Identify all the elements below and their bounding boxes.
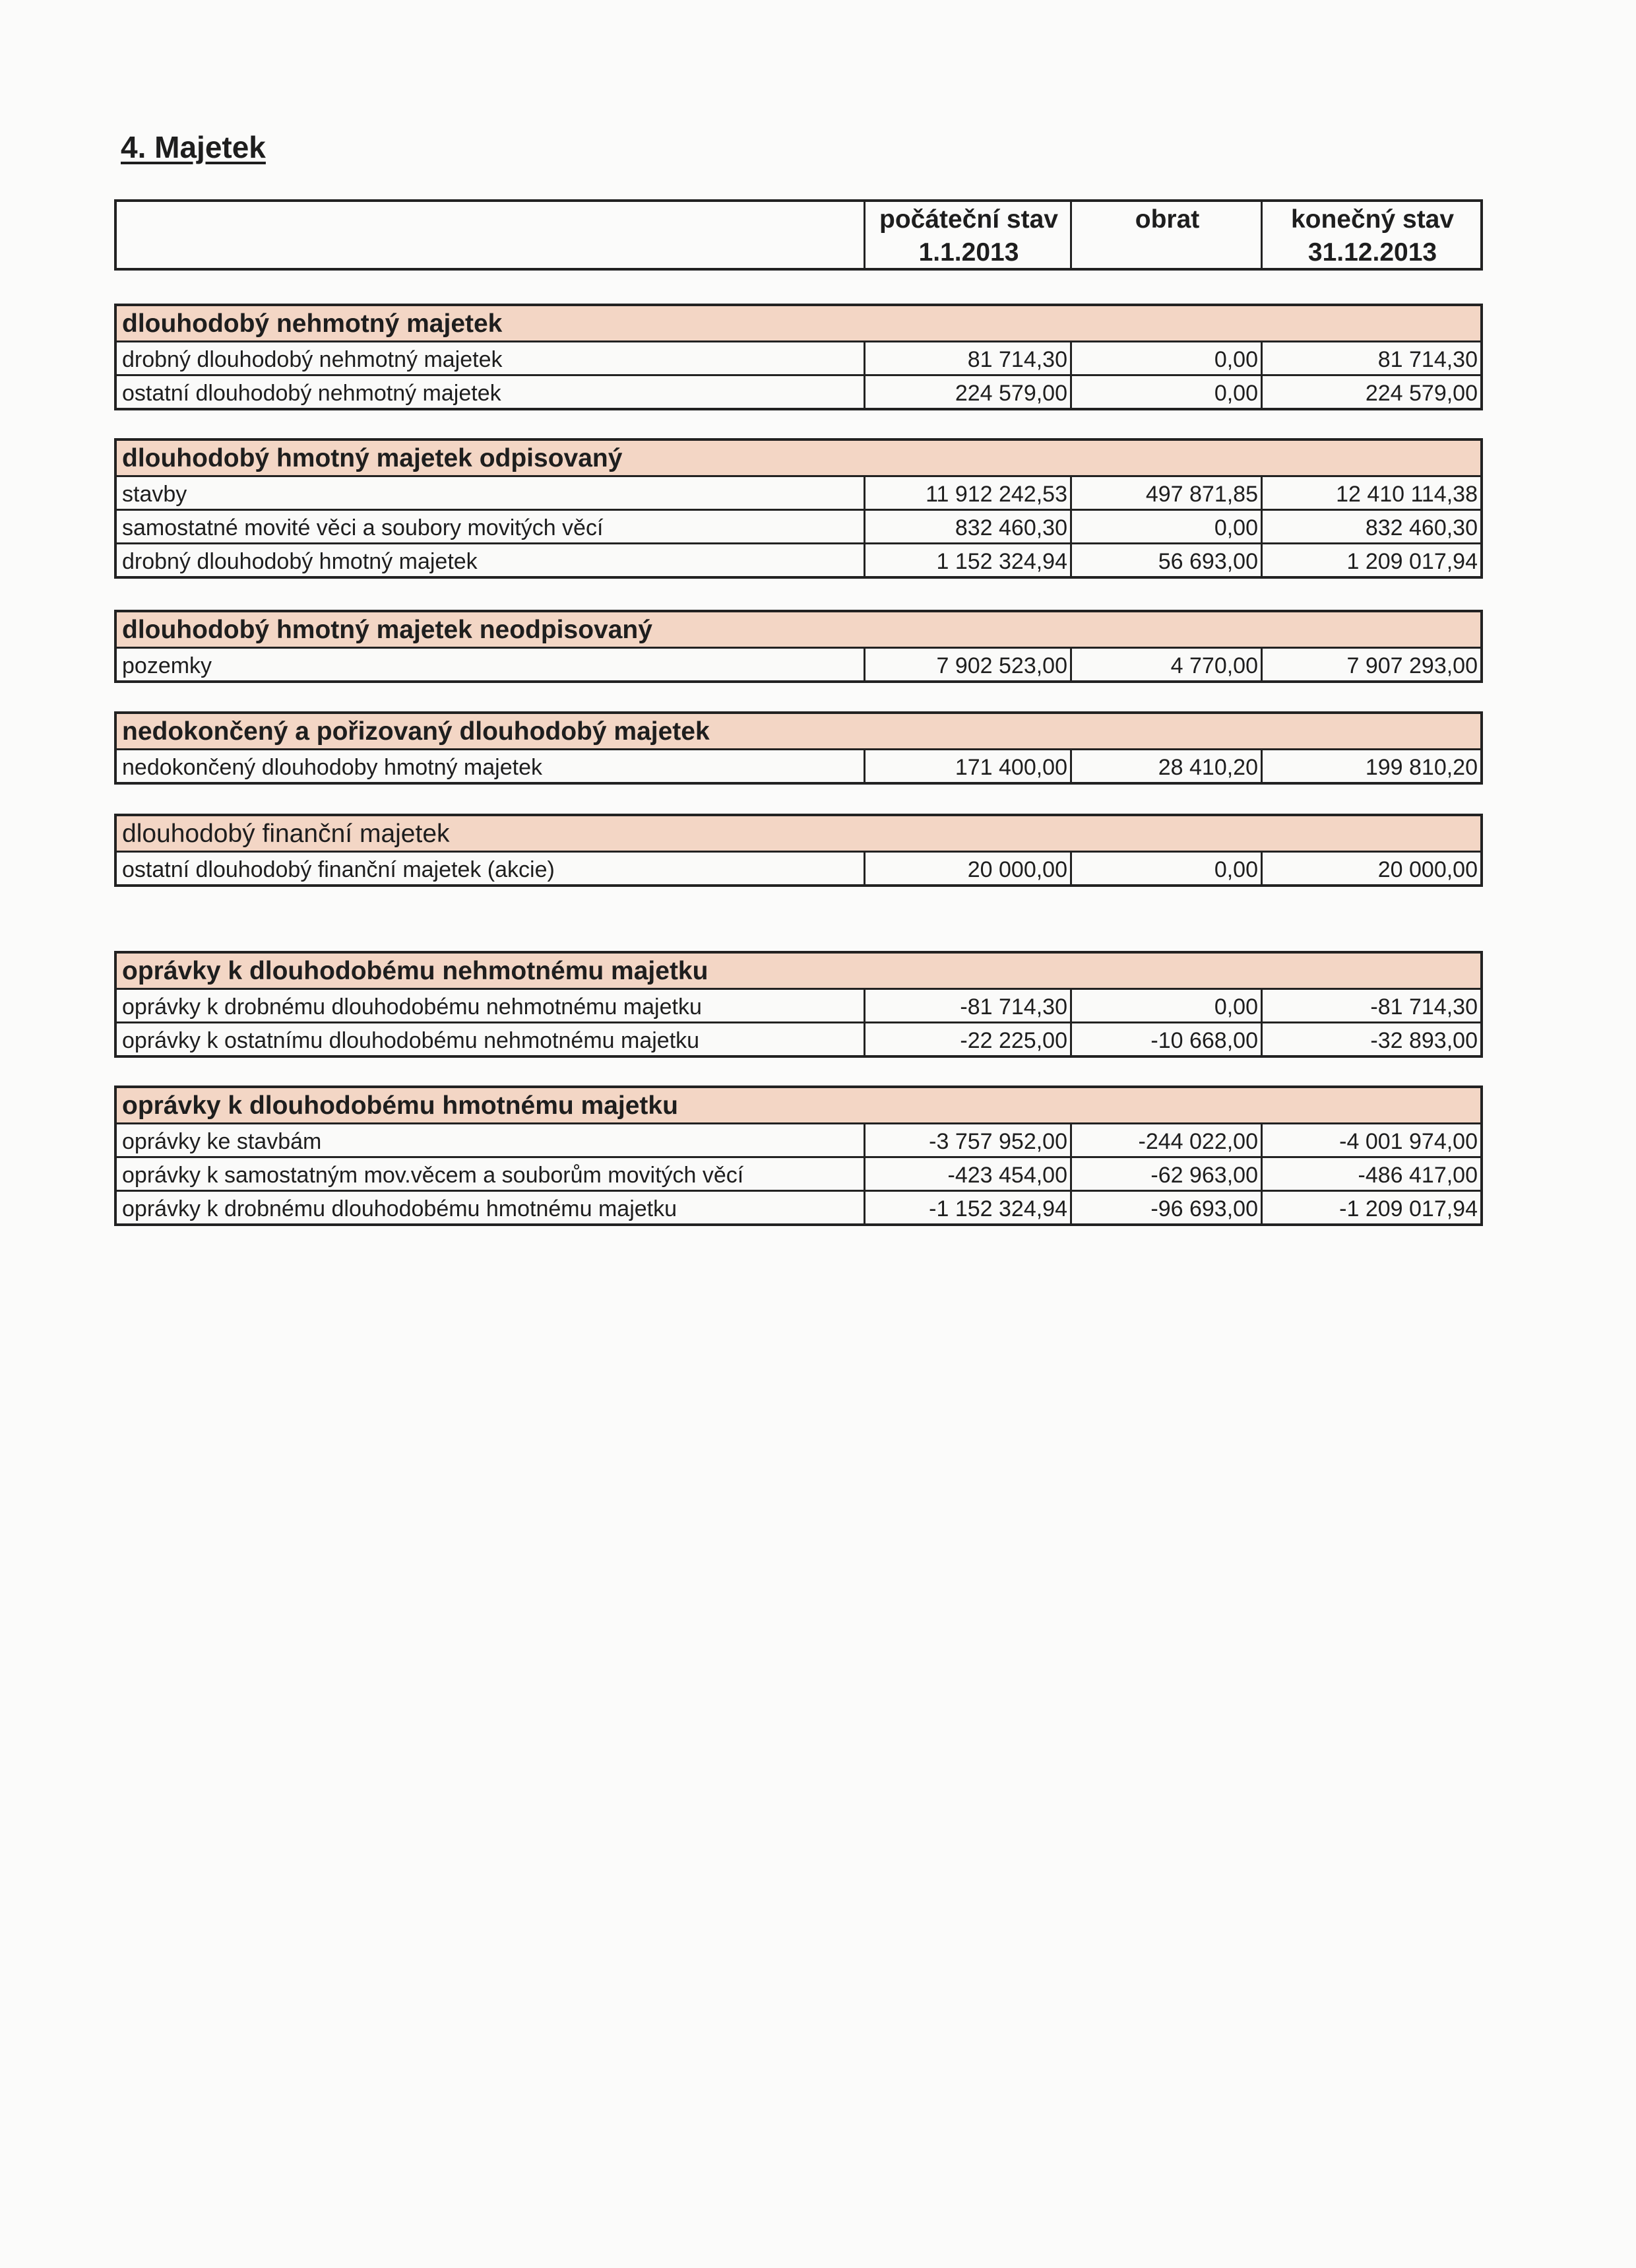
value-turnover: -96 693,00 [1070,1192,1261,1223]
table-row: samostatné movité věci a soubory movitýc… [117,511,1480,544]
value-turnover: 497 871,85 [1070,477,1261,509]
column-header-end: konečný stav 31.12.2013 [1261,202,1482,268]
column-header-end-label: konečný stav [1290,205,1455,234]
asset-section: dlouhodobý hmotný majetek odpisovaný sta… [114,438,1483,579]
row-label: ostatní dlouhodobý nehmotný majetek [122,381,501,406]
row-label: samostatné movité věci a soubory movitýc… [122,515,604,540]
table-row: nedokončený dlouhodoby hmotný majetek 17… [117,750,1480,782]
value-end: 20 000,00 [1261,853,1480,884]
section-title: oprávky k dlouhodobému nehmotnému majetk… [117,954,1480,990]
section-title: dlouhodobý nehmotný majetek [117,306,1480,342]
section-title: oprávky k dlouhodobému hmotnému majetku [117,1088,1480,1124]
row-label: oprávky k ostatnímu dlouhodobému nehmotn… [122,1028,700,1053]
value-start: -81 714,30 [864,990,1070,1021]
value-end: 12 410 114,38 [1261,477,1480,509]
value-end: 224 579,00 [1261,376,1480,408]
asset-section: oprávky k dlouhodobému hmotnému majetku … [114,1085,1483,1226]
row-label: drobný dlouhodobý hmotný majetek [122,549,478,574]
value-start: 224 579,00 [864,376,1070,408]
table-row: oprávky k ostatnímu dlouhodobému nehmotn… [117,1023,1480,1055]
column-header-table: počáteční stav 1.1.2013 obrat konečný st… [114,199,1483,271]
table-row: oprávky k drobnému dlouhodobému hmotnému… [117,1192,1480,1223]
value-end: 199 810,20 [1261,750,1480,782]
value-turnover: 0,00 [1070,342,1261,374]
row-label: oprávky k drobnému dlouhodobému nehmotné… [122,994,702,1020]
table-row: pozemky 7 902 523,00 4 770,00 7 907 293,… [117,649,1480,680]
value-start: -22 225,00 [864,1023,1070,1055]
table-row: ostatní dlouhodobý finanční majetek (akc… [117,853,1480,884]
row-label: pozemky [122,653,212,678]
value-turnover: 0,00 [1070,853,1261,884]
table-row: ostatní dlouhodobý nehmotný majetek 224 … [117,376,1480,408]
asset-section: nedokončený a pořizovaný dlouhodobý maje… [114,711,1483,785]
column-header-start: počáteční stav 1.1.2013 [864,202,1072,268]
value-end: 7 907 293,00 [1261,649,1480,680]
asset-section: dlouhodobý nehmotný majetek drobný dlouh… [114,304,1483,410]
value-end: 1 209 017,94 [1261,544,1480,576]
section-title: dlouhodobý hmotný majetek neodpisovaný [117,612,1480,649]
value-end: -81 714,30 [1261,990,1480,1021]
value-end: -4 001 974,00 [1261,1124,1480,1156]
value-end: 81 714,30 [1261,342,1480,374]
value-start: 171 400,00 [864,750,1070,782]
value-turnover: 0,00 [1070,511,1261,542]
value-end: -1 209 017,94 [1261,1192,1480,1223]
column-header-end-date: 31.12.2013 [1307,238,1437,267]
value-turnover: -244 022,00 [1070,1124,1261,1156]
section-title: nedokončený a pořizovaný dlouhodobý maje… [117,714,1480,750]
value-start: 1 152 324,94 [864,544,1070,576]
section-title: dlouhodobý finanční majetek [117,816,1480,853]
row-label: stavby [122,482,187,507]
row-label: ostatní dlouhodobý finanční majetek (akc… [122,857,555,882]
value-turnover: 0,00 [1070,376,1261,408]
table-row: oprávky ke stavbám -3 757 952,00 -244 02… [117,1124,1480,1158]
asset-section: oprávky k dlouhodobému nehmotnému majetk… [114,951,1483,1058]
value-turnover: 4 770,00 [1070,649,1261,680]
asset-section: dlouhodobý hmotný majetek neodpisovaný p… [114,610,1483,683]
table-row: oprávky k samostatným mov.věcem a soubor… [117,1158,1480,1192]
value-turnover: 0,00 [1070,990,1261,1021]
column-header-start-date: 1.1.2013 [918,238,1019,267]
value-end: 832 460,30 [1261,511,1480,542]
page-title: 4. Majetek [121,130,266,164]
row-label: drobný dlouhodobý nehmotný majetek [122,347,503,372]
value-start: 11 912 242,53 [864,477,1070,509]
value-turnover: 56 693,00 [1070,544,1261,576]
row-label: nedokončený dlouhodoby hmotný majetek [122,755,542,780]
table-row: oprávky k drobnému dlouhodobému nehmotné… [117,990,1480,1023]
value-start: -3 757 952,00 [864,1124,1070,1156]
value-turnover: -10 668,00 [1070,1023,1261,1055]
value-end: -486 417,00 [1261,1158,1480,1190]
column-header-start-label: počáteční stav [879,205,1058,234]
value-start: -1 152 324,94 [864,1192,1070,1223]
value-end: -32 893,00 [1261,1023,1480,1055]
column-header-turnover-label: obrat [1135,205,1200,234]
value-start: 20 000,00 [864,853,1070,884]
value-start: -423 454,00 [864,1158,1070,1190]
value-turnover: 28 410,20 [1070,750,1261,782]
value-start: 81 714,30 [864,342,1070,374]
row-label: oprávky k drobnému dlouhodobému hmotnému… [122,1196,677,1221]
row-label: oprávky ke stavbám [122,1129,322,1154]
table-row: drobný dlouhodobý nehmotný majetek 81 71… [117,342,1480,376]
table-row: drobný dlouhodobý hmotný majetek 1 152 3… [117,544,1480,576]
value-start: 7 902 523,00 [864,649,1070,680]
value-start: 832 460,30 [864,511,1070,542]
asset-section: dlouhodobý finanční majetek ostatní dlou… [114,814,1483,887]
table-row: stavby 11 912 242,53 497 871,85 12 410 1… [117,477,1480,511]
row-label: oprávky k samostatným mov.věcem a soubor… [122,1163,744,1188]
section-title: dlouhodobý hmotný majetek odpisovaný [117,441,1480,477]
column-header-turnover: obrat [1070,202,1263,268]
value-turnover: -62 963,00 [1070,1158,1261,1190]
